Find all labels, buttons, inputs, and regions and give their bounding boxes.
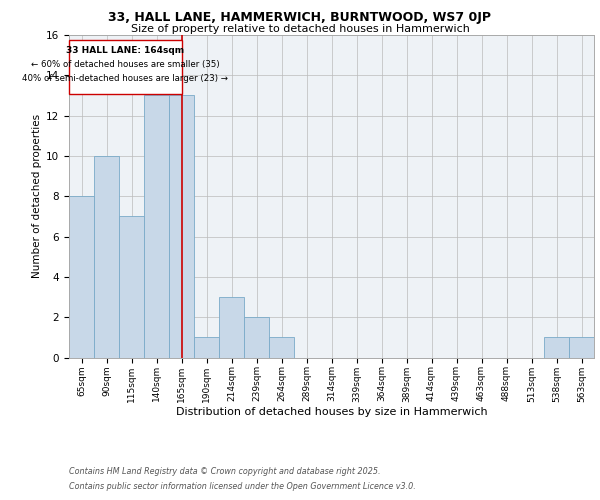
Text: 33 HALL LANE: 164sqm: 33 HALL LANE: 164sqm bbox=[66, 46, 184, 55]
Bar bbox=[269, 338, 294, 357]
Text: Contains HM Land Registry data © Crown copyright and database right 2025.: Contains HM Land Registry data © Crown c… bbox=[69, 467, 380, 476]
Bar bbox=[144, 96, 169, 358]
Bar bbox=[194, 338, 219, 357]
Text: ← 60% of detached houses are smaller (35): ← 60% of detached houses are smaller (35… bbox=[31, 60, 220, 69]
Text: 33, HALL LANE, HAMMERWICH, BURNTWOOD, WS7 0JP: 33, HALL LANE, HAMMERWICH, BURNTWOOD, WS… bbox=[109, 11, 491, 24]
Text: 40% of semi-detached houses are larger (23) →: 40% of semi-detached houses are larger (… bbox=[22, 74, 228, 84]
X-axis label: Distribution of detached houses by size in Hammerwich: Distribution of detached houses by size … bbox=[176, 407, 487, 417]
Bar bbox=[569, 338, 594, 357]
Text: Size of property relative to detached houses in Hammerwich: Size of property relative to detached ho… bbox=[131, 24, 469, 34]
Bar bbox=[219, 297, 244, 358]
Y-axis label: Number of detached properties: Number of detached properties bbox=[32, 114, 42, 278]
Bar bbox=[94, 156, 119, 358]
Bar bbox=[544, 338, 569, 357]
Text: Contains public sector information licensed under the Open Government Licence v3: Contains public sector information licen… bbox=[69, 482, 416, 491]
Bar bbox=[169, 96, 194, 358]
FancyBboxPatch shape bbox=[69, 40, 182, 94]
Bar bbox=[69, 196, 94, 358]
Bar bbox=[244, 317, 269, 358]
Bar bbox=[119, 216, 144, 358]
